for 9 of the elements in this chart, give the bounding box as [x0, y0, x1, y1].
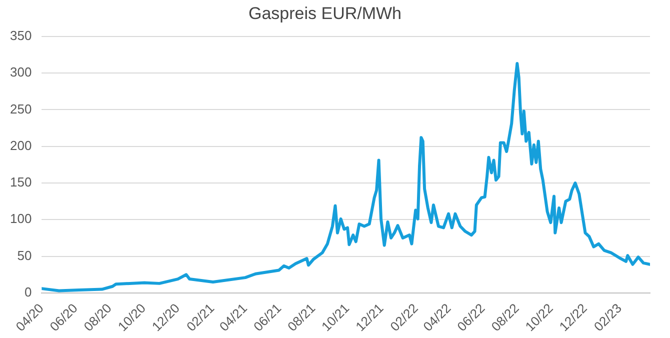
y-tick-label: 50	[17, 248, 32, 263]
y-tick-label: 350	[10, 28, 32, 43]
y-tick-label: 250	[10, 101, 32, 116]
y-tick-label: 150	[10, 174, 32, 190]
y-tick-label: 0	[24, 284, 32, 300]
y-tick-label: 200	[10, 138, 32, 153]
y-tick-label: 300	[10, 64, 32, 80]
y-tick-label: 100	[10, 211, 32, 226]
chart-title: Gaspreis EUR/MWh	[248, 4, 402, 23]
